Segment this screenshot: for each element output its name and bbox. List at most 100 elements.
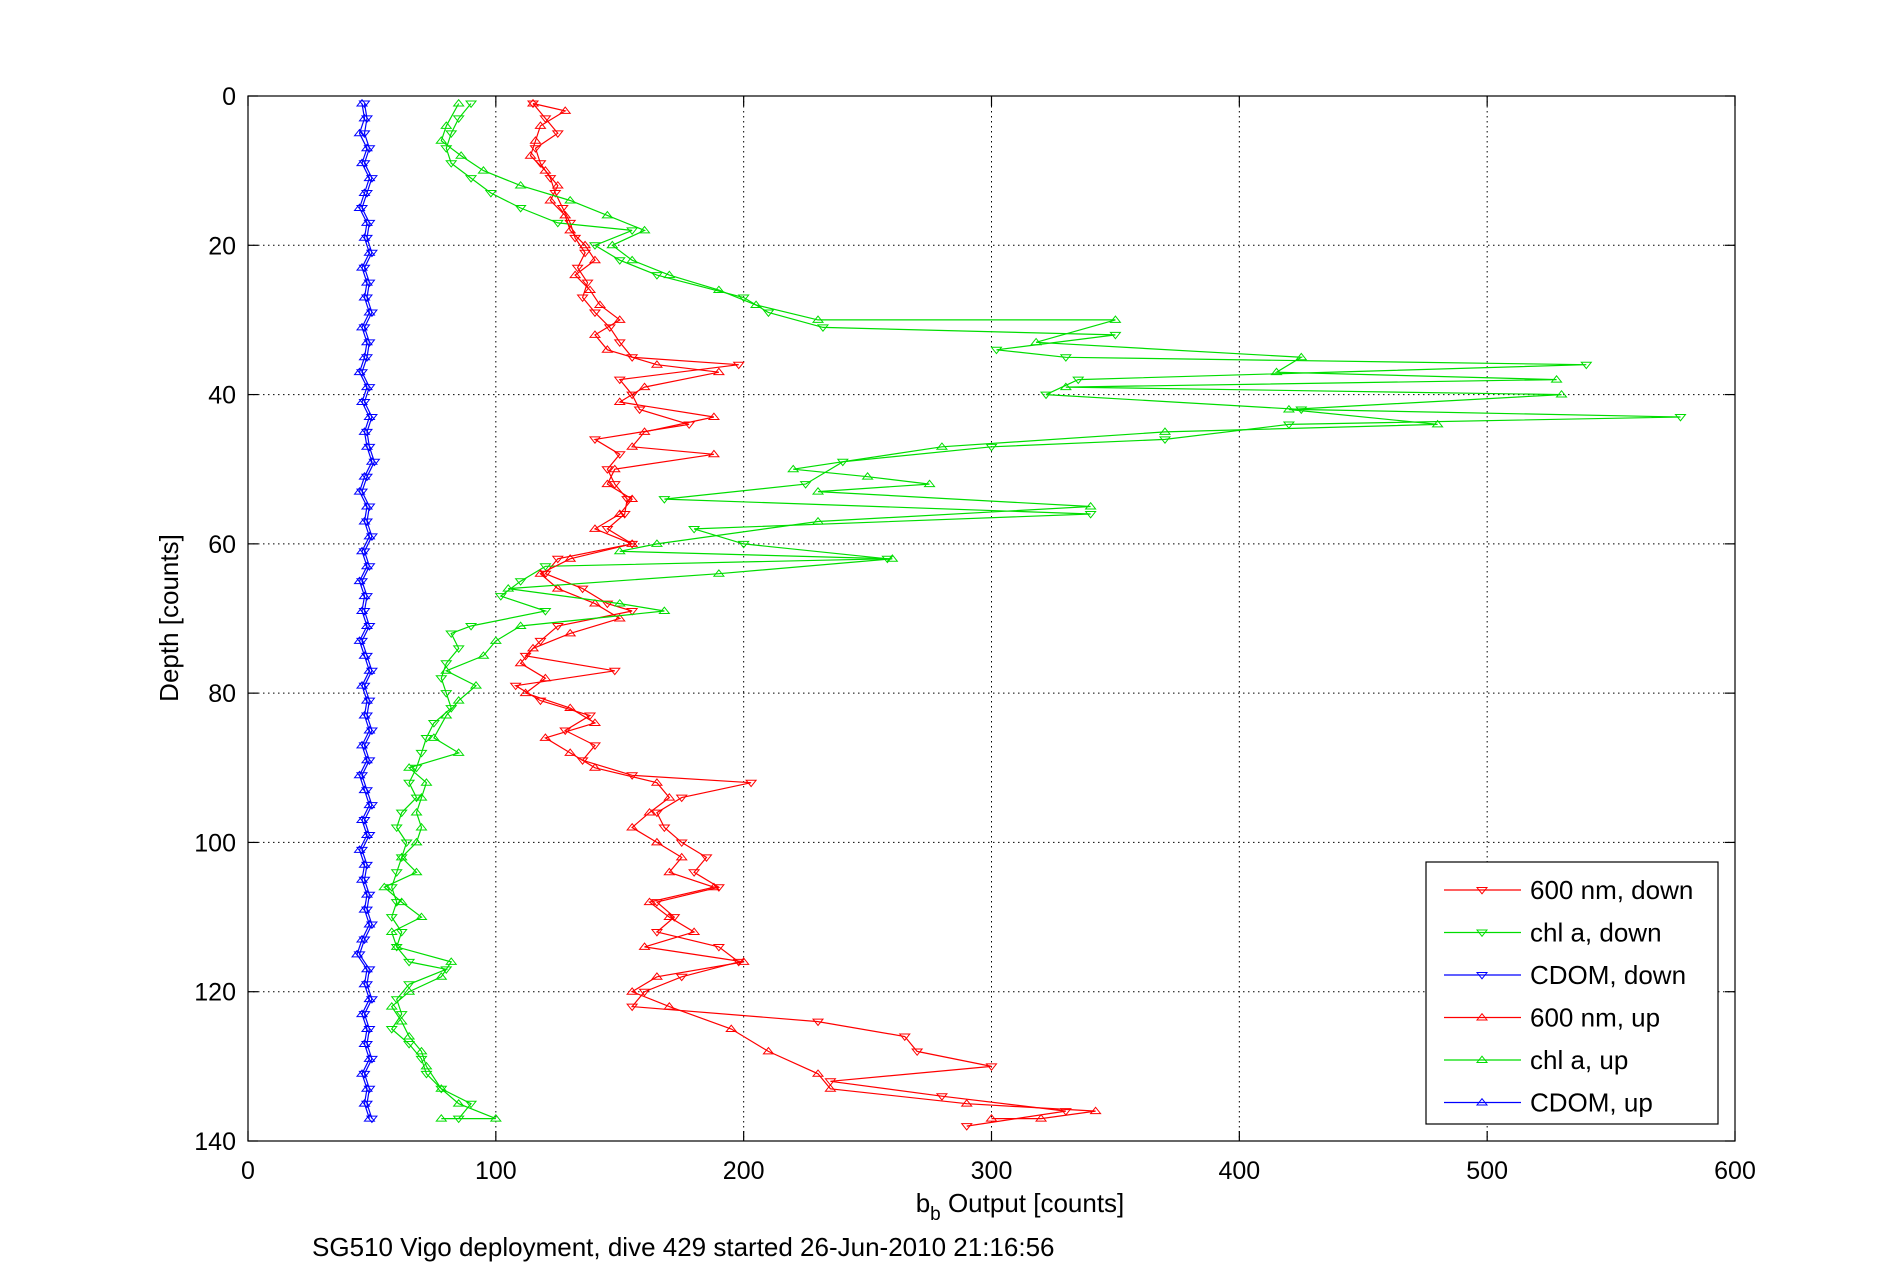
data-point (551, 555, 564, 564)
data-point (816, 324, 830, 333)
data-point (400, 839, 413, 848)
legend-swatch-marker (1475, 887, 1489, 895)
data-point (985, 1063, 998, 1071)
data-point (737, 957, 750, 965)
data-point (811, 315, 825, 323)
data-point (390, 942, 403, 950)
data-point (675, 839, 688, 848)
data-point (1295, 352, 1308, 361)
data-point (358, 710, 371, 719)
data-point (1109, 315, 1122, 323)
data-point (650, 837, 663, 846)
data-point (355, 934, 369, 943)
data-point (700, 854, 713, 862)
data-point (452, 695, 465, 704)
data-point (1158, 436, 1172, 444)
data-point (415, 822, 428, 831)
data-point (360, 143, 373, 152)
data-point (712, 285, 725, 294)
figure-caption: SG510 Vigo deployment, dive 429 started … (312, 1232, 1055, 1262)
data-point (358, 860, 371, 868)
data-point (353, 770, 366, 779)
data-point (923, 479, 936, 488)
data-point (403, 763, 416, 771)
y-tick-label: 80 (208, 680, 236, 708)
data-point (489, 636, 502, 644)
data-point (601, 479, 614, 488)
data-point (613, 376, 626, 385)
data-point (420, 1061, 433, 1070)
data-point (358, 516, 371, 525)
data-point (861, 472, 874, 480)
data-point (455, 151, 468, 159)
data-point (638, 942, 651, 950)
data-point (581, 279, 594, 288)
data-point (626, 822, 639, 831)
data-point (534, 569, 547, 577)
data-point (355, 815, 369, 824)
data-point (452, 1115, 465, 1124)
data-point (355, 681, 369, 689)
data-point (626, 494, 639, 503)
data-point (363, 725, 376, 734)
data-point (1030, 337, 1043, 346)
data-point (935, 442, 948, 450)
x-tick-label: 300 (971, 1157, 1013, 1185)
data-point (707, 412, 720, 420)
data-point (427, 733, 440, 741)
data-point (898, 1033, 911, 1042)
data-point (440, 966, 453, 974)
data-point (355, 263, 369, 271)
data-point (935, 1093, 948, 1101)
legend-swatch-marker (1475, 972, 1489, 980)
data-point (712, 943, 725, 952)
data-point (688, 927, 701, 935)
data-point (452, 98, 465, 107)
data-point (569, 270, 582, 279)
data-point (385, 914, 398, 922)
data-point (745, 779, 758, 788)
legend-label: chl a, up (1530, 1045, 1628, 1075)
data-point (583, 285, 597, 294)
data-point (601, 600, 614, 609)
data-point (1109, 331, 1122, 340)
x-axis-label: bb Output [counts] (916, 1188, 1125, 1225)
data-point (363, 412, 376, 420)
data-point (650, 899, 663, 907)
data-point (360, 1084, 373, 1092)
x-tick-label: 100 (475, 1157, 517, 1185)
data-point (588, 598, 602, 607)
data-point (811, 1018, 825, 1027)
data-point (960, 1099, 973, 1107)
series-1 (385, 100, 1687, 1124)
data-point (514, 658, 527, 667)
data-point (601, 466, 614, 474)
data-point (534, 121, 547, 129)
data-point (353, 636, 366, 644)
data-point (410, 807, 423, 816)
data-point (355, 322, 369, 331)
data-point (465, 1100, 478, 1109)
data-point (452, 115, 465, 124)
data-point (403, 987, 416, 995)
data-point (539, 608, 552, 616)
data-point (1555, 389, 1568, 398)
data-point (579, 249, 592, 258)
data-point (559, 210, 572, 219)
data-point (1084, 511, 1097, 519)
data-point (355, 1069, 369, 1077)
data-point (365, 1115, 378, 1124)
data-point (358, 233, 371, 241)
data-point (658, 824, 671, 833)
data-point (427, 720, 440, 728)
data-point (606, 240, 619, 249)
data-point (663, 1002, 676, 1010)
y-tick-label: 0 (222, 83, 236, 111)
data-point (1059, 1108, 1072, 1116)
data-point (435, 675, 448, 683)
data-point (811, 486, 825, 495)
data-point (524, 151, 537, 159)
data-point (403, 1031, 416, 1040)
data-point (353, 486, 366, 495)
